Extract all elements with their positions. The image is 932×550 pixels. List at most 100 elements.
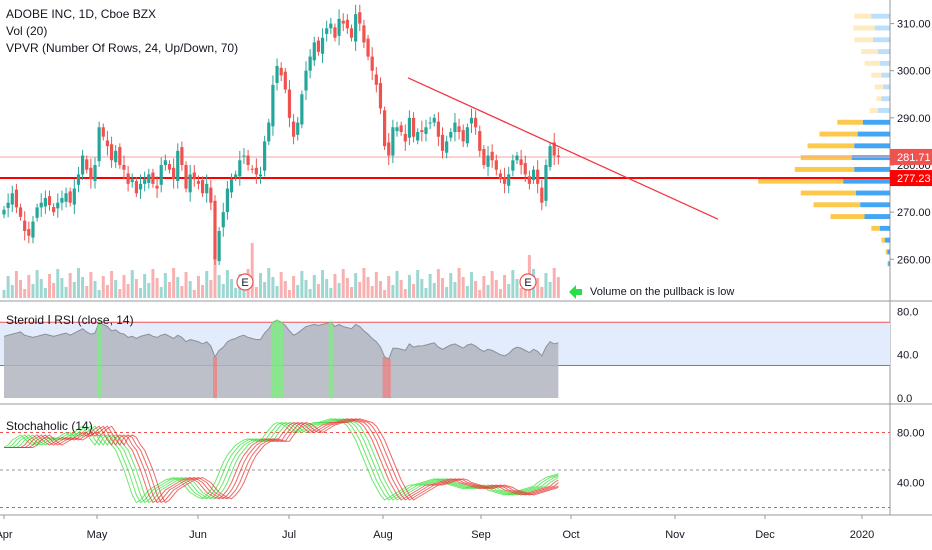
candle-body xyxy=(296,122,300,135)
vpvr-bar-down xyxy=(853,25,875,31)
vpvr-bar-down xyxy=(864,60,880,66)
candle-body xyxy=(68,191,72,203)
annotation-text: Volume on the pullback is low xyxy=(590,286,735,298)
volume-bar xyxy=(155,278,159,298)
candle-body xyxy=(316,40,321,52)
rsi-overbought-bar xyxy=(97,322,102,398)
candle-body xyxy=(308,56,312,71)
stoch-ribbon-line xyxy=(4,418,559,504)
time-tick-label: Dec xyxy=(755,529,775,541)
candle-body xyxy=(52,206,56,213)
vpvr-bar-down xyxy=(887,261,889,267)
candle-body xyxy=(105,140,110,147)
candle-body xyxy=(143,179,147,184)
volume-bar xyxy=(316,284,320,298)
candle-body xyxy=(432,117,436,123)
vpvr-bar-down xyxy=(874,84,884,90)
volume-bar xyxy=(507,284,511,298)
volume-bar xyxy=(39,279,43,298)
time-tick-label: Aug xyxy=(373,529,393,541)
volume-bar xyxy=(325,279,329,298)
candle-body xyxy=(2,209,6,215)
candle-body xyxy=(138,183,143,190)
candle-body xyxy=(114,150,118,163)
vpvr-bar-up xyxy=(854,143,890,149)
volume-bar xyxy=(482,276,486,298)
volume-bar xyxy=(416,270,420,298)
volume-bar xyxy=(151,269,155,298)
volume-bar xyxy=(217,275,221,298)
candle-body xyxy=(109,144,114,161)
candle-body xyxy=(180,147,184,165)
candle-body xyxy=(502,177,507,184)
volume-bar xyxy=(188,281,192,298)
vpvr-bar-down xyxy=(807,143,855,149)
rsi-overbought-bar xyxy=(275,320,280,398)
price-label: 281.71 xyxy=(897,152,931,164)
candle-body xyxy=(420,130,424,132)
candle-body xyxy=(18,207,23,217)
candle-body xyxy=(436,121,440,137)
candle-body xyxy=(449,132,453,138)
volume-bar xyxy=(209,280,213,298)
time-tick-label: Jun xyxy=(189,529,207,541)
price-label-box xyxy=(890,148,932,165)
volume-bar xyxy=(366,277,370,298)
candle-body xyxy=(225,188,229,213)
volume-bar xyxy=(387,276,391,298)
vpvr-bar-up xyxy=(857,131,890,137)
vpvr-legend[interactable]: VPVR (Number Of Rows, 24, Up/Down, 70) xyxy=(6,41,239,55)
volume-bar xyxy=(383,290,387,298)
volume-bar xyxy=(465,286,469,298)
candle-body xyxy=(416,132,420,141)
rsi-title[interactable]: Steroid Ⅰ RSI (close, 14) xyxy=(6,313,134,327)
volume-bar xyxy=(333,274,337,298)
volume-legend[interactable]: Vol (20) xyxy=(6,24,48,38)
candle-body xyxy=(23,220,27,231)
candle-body xyxy=(263,141,267,171)
vpvr-bar-down xyxy=(861,49,879,55)
volume-bar xyxy=(300,271,304,298)
volume-bar xyxy=(56,269,60,298)
candle-body xyxy=(85,159,89,170)
vpvr-bar-up xyxy=(879,225,890,231)
candle-body xyxy=(93,165,97,182)
vpvr-bar-down xyxy=(871,225,880,231)
volume-bar xyxy=(225,270,229,298)
volume-bar xyxy=(345,278,349,298)
time-tick-label: Jul xyxy=(282,529,296,541)
volume-bar xyxy=(48,274,52,298)
earnings-marker xyxy=(236,273,254,291)
volume-bar xyxy=(52,283,56,298)
candle-body xyxy=(134,181,138,194)
candle-body xyxy=(457,126,461,132)
vpvr-bar-up xyxy=(851,155,890,161)
volume-bar xyxy=(424,288,428,298)
candle-body xyxy=(271,84,275,127)
volume-bar xyxy=(2,290,6,298)
volume-bar xyxy=(35,270,39,298)
time-tick-label: Apr xyxy=(0,529,13,541)
candle-body xyxy=(101,127,105,137)
vpvr-bar-down xyxy=(800,190,856,196)
candle-body xyxy=(362,25,366,43)
volume-bar xyxy=(474,281,478,298)
volume-bar xyxy=(23,289,27,298)
candle-body xyxy=(155,185,159,189)
rsi-tick-label: 80.0 xyxy=(897,306,918,318)
price-label-box xyxy=(890,170,932,187)
candle-body xyxy=(329,23,333,29)
candle-body xyxy=(27,229,31,236)
candle-body xyxy=(213,200,217,260)
candle-body xyxy=(366,38,370,57)
stoch-title[interactable]: Stochaholic (14) xyxy=(6,419,93,433)
candle-body xyxy=(250,168,254,170)
candle-body xyxy=(424,127,428,134)
rsi-oversold-bar xyxy=(212,356,217,398)
candle-body xyxy=(494,160,498,170)
volume-bar xyxy=(436,269,440,298)
candle-body xyxy=(349,28,354,38)
candle-body xyxy=(387,142,391,156)
symbol-title[interactable]: ADOBE INC, 1D, Cboe BZX xyxy=(6,7,157,21)
